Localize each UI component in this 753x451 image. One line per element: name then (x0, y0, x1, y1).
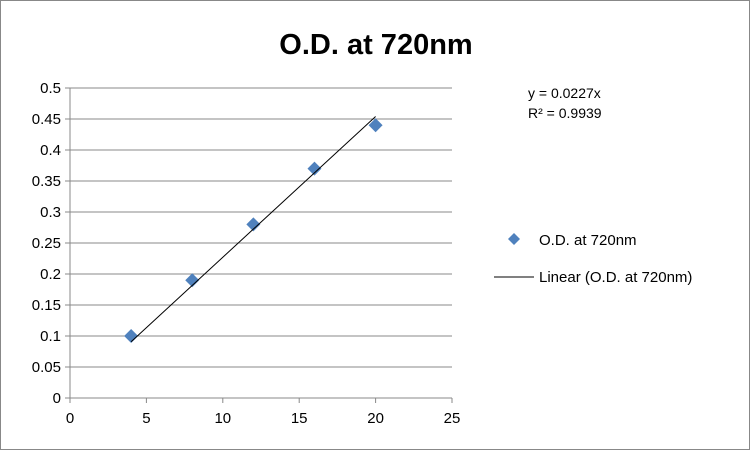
y-tick-label: 0.3 (40, 204, 61, 221)
x-tick-label: 15 (291, 410, 308, 427)
trendline (130, 116, 376, 343)
data-point (185, 273, 200, 288)
y-tick-label: 0.25 (32, 235, 61, 252)
trendline-equation: y = 0.0227x (528, 85, 601, 101)
legend-label-series: O.D. at 720nm (539, 232, 637, 249)
y-tick-label: 0.35 (32, 173, 61, 190)
y-tick-label: 0 (53, 390, 61, 407)
legend-marker-diamond (508, 233, 520, 245)
y-tick-label: 0.5 (40, 80, 61, 97)
data-point (246, 217, 261, 232)
y-tick-label: 0.1 (40, 328, 61, 345)
x-tick-label: 20 (367, 410, 384, 427)
data-point (124, 329, 139, 343)
y-tick-label: 0.2 (40, 266, 61, 283)
trendline-r2: R² = 0.9939 (528, 105, 602, 121)
x-tick-label: 5 (142, 410, 150, 427)
x-tick-label: 25 (444, 410, 461, 427)
x-tick-label: 10 (214, 410, 231, 427)
y-tick-label: 0.15 (32, 297, 61, 314)
chart-title: O.D. at 720nm (279, 29, 472, 61)
data-point (368, 118, 383, 133)
y-tick-label: 0.05 (32, 359, 61, 376)
y-tick-label: 0.45 (32, 111, 61, 128)
y-tick-label: 0.4 (40, 142, 61, 159)
x-tick-label: 0 (66, 410, 74, 427)
data-point (307, 161, 322, 176)
legend-label-trendline: Linear (O.D. at 720nm) (539, 269, 692, 286)
